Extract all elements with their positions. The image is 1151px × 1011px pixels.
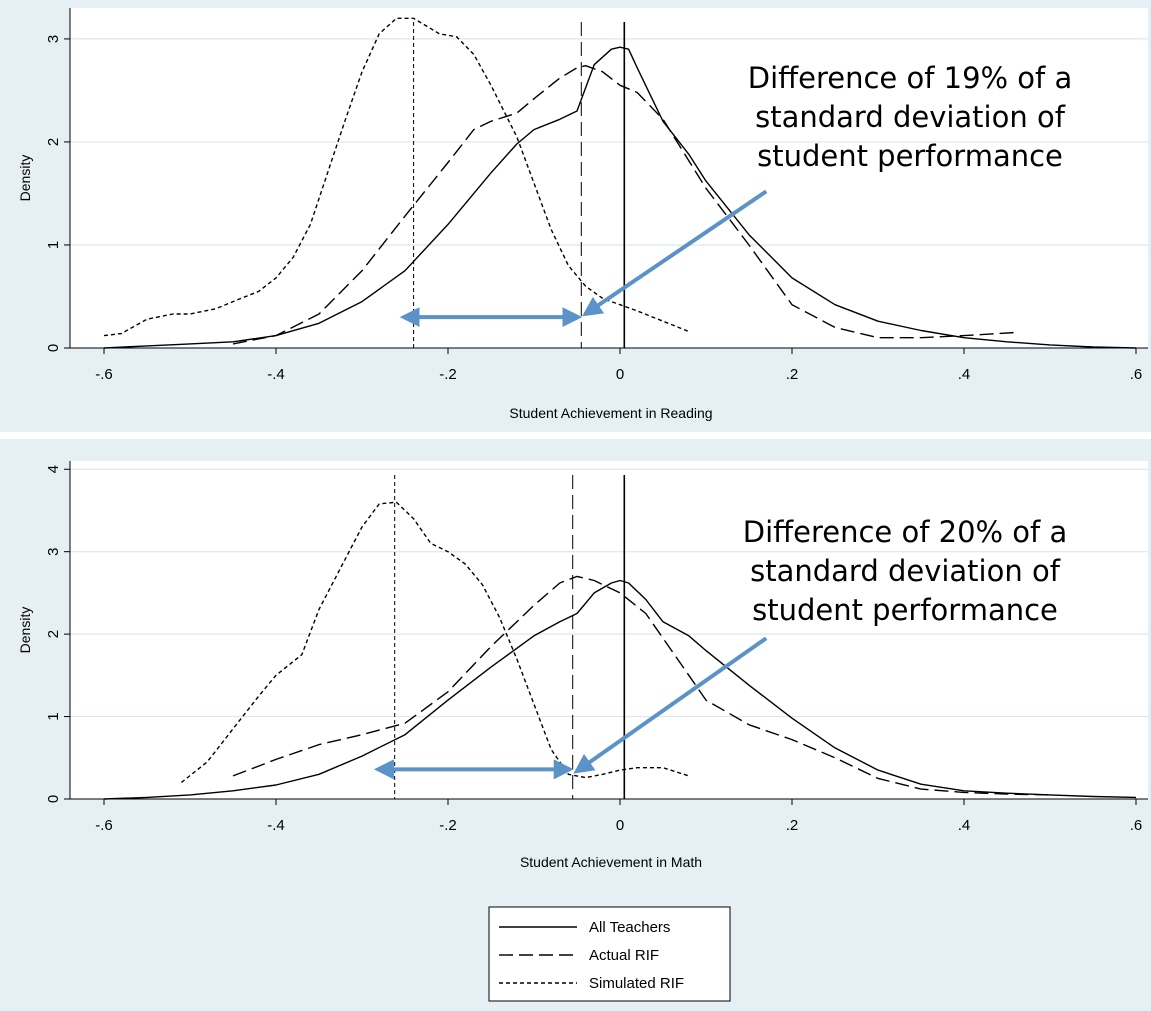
- reading-annotation-line-1: Difference of 19% of a: [748, 61, 1073, 95]
- reading-curve-actual-rif: [232, 64, 1016, 345]
- math-xlabel: Student Achievement in Math: [520, 854, 702, 870]
- math-x-tick-label: -.4: [267, 817, 285, 834]
- math-annotation-line-1: Difference of 20% of a: [743, 515, 1068, 549]
- reading-x-tick-label: .2: [786, 366, 799, 383]
- reading-xlabel: Student Achievement in Reading: [509, 405, 712, 421]
- reading-curve-simulated-rif: [103, 17, 690, 337]
- reading-x-tick-label: .6: [1130, 366, 1143, 383]
- math-plot-area: [70, 461, 1148, 799]
- reading-y-tick-label: 1: [45, 241, 62, 249]
- reading-x-tick-label: 0: [616, 366, 624, 383]
- math-x-tick-label: .6: [1130, 817, 1143, 834]
- reading-y-tick-label: 3: [45, 35, 62, 43]
- math-x-tick-label: .4: [958, 817, 971, 834]
- legend-label-actual-rif: Actual RIF: [589, 947, 659, 964]
- legend-box: [488, 906, 731, 1002]
- reading-y-tick-label: 2: [45, 138, 62, 146]
- math-x-tick-label: .2: [786, 817, 799, 834]
- legend-label-simulated-rif: Simulated RIF: [589, 975, 684, 992]
- math-pointer-arrow: [573, 636, 768, 774]
- reading-plot-area: [70, 8, 1148, 348]
- math-annotation-line-2: standard deviation of: [750, 554, 1061, 588]
- math-curve-actual-rif: [232, 575, 1051, 796]
- reading-pointer-arrow: [581, 189, 768, 317]
- reading-curve-all-teachers: [103, 46, 1137, 349]
- math-curve-all-teachers: [103, 579, 1137, 800]
- legend-label-all-teachers: All Teachers: [589, 919, 670, 936]
- math-x-tick-label: 0: [616, 817, 624, 834]
- math-x-tick-label: -.2: [439, 817, 457, 834]
- reading-x-tick-label: -.2: [439, 366, 457, 383]
- math-density-plot: 0 1 2 3 4 -.6 -.4 -.2 0 .2 .4 .6: [45, 461, 1148, 834]
- reading-density-plot: 0 1 2 3 -.6 -.4 -.2 0 .2 .4 .6: [45, 8, 1148, 383]
- reading-x-tick-label: -.4: [267, 366, 285, 383]
- math-y-tick-label: 2: [45, 630, 62, 638]
- math-curve-simulated-rif: [180, 501, 690, 784]
- legend: All Teachers Actual RIF Simulated RIF: [488, 906, 731, 1002]
- reading-annotation-line-2: standard deviation of: [755, 100, 1066, 134]
- math-y-tick-label: 4: [45, 465, 62, 473]
- math-y-tick-label: 1: [45, 712, 62, 720]
- math-ylabel: Density: [17, 607, 33, 654]
- reading-y-tick-label: 0: [45, 344, 62, 352]
- reading-x-tick-label: .4: [958, 366, 971, 383]
- reading-ylabel: Density: [17, 155, 33, 202]
- math-annotation-line-3: student performance: [752, 593, 1058, 627]
- reading-annotation-line-3: student performance: [757, 139, 1063, 173]
- math-x-tick-label: -.6: [95, 817, 113, 834]
- math-y-tick-label: 0: [45, 795, 62, 803]
- reading-x-tick-label: -.6: [95, 366, 113, 383]
- math-y-tick-label: 3: [45, 548, 62, 556]
